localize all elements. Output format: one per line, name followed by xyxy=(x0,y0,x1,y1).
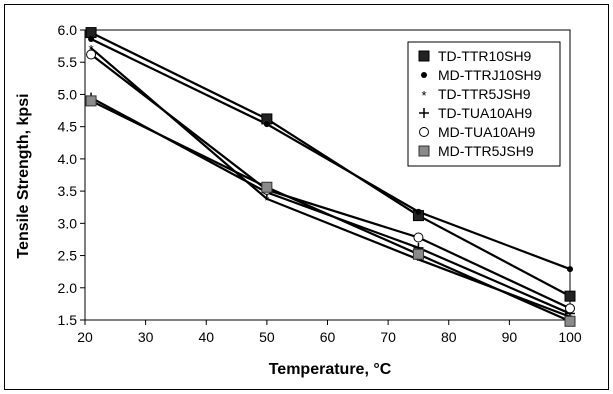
y-tick-label: 1.5 xyxy=(58,312,78,328)
x-tick-label: 40 xyxy=(198,329,214,345)
legend-label: MD-TUA10AH9 xyxy=(438,124,535,140)
data-point-dot xyxy=(88,36,95,43)
data-point-square-black xyxy=(564,290,576,302)
y-tick-label: 3.5 xyxy=(58,183,78,199)
data-point-square-gray xyxy=(85,95,97,107)
legend-box xyxy=(407,41,561,167)
data-point-circle-open xyxy=(413,232,424,243)
x-tick-label: 30 xyxy=(138,329,154,345)
x-tick-label: 90 xyxy=(502,329,518,345)
legend-label: TD-TUA10AH9 xyxy=(438,105,532,121)
data-point-plus xyxy=(419,108,429,118)
x-tick-label: 50 xyxy=(259,329,275,345)
data-point-square-gray xyxy=(412,248,424,260)
y-tick-label: 3.0 xyxy=(58,215,78,231)
x-tick-label: 80 xyxy=(441,329,457,345)
data-point-dot xyxy=(415,208,422,215)
y-tick-label: 5.5 xyxy=(58,54,78,70)
data-point-circle-open xyxy=(419,127,429,137)
legend-label: TD-TTR5JSH9 xyxy=(438,86,531,102)
series-line xyxy=(90,38,571,271)
data-point-square-gray xyxy=(418,145,430,157)
x-tick-label: 20 xyxy=(77,329,93,345)
legend-label: MD-TTRJ10SH9 xyxy=(438,67,542,83)
y-tick-label: 6.0 xyxy=(58,22,78,38)
x-tick-label: 70 xyxy=(380,329,396,345)
y-tick-label: 5.0 xyxy=(58,86,78,102)
data-point-square-black xyxy=(418,50,430,62)
data-point-square-gray xyxy=(261,181,273,193)
data-point-circle-open xyxy=(565,303,575,314)
legend-label: MD-TTR5JSH9 xyxy=(438,143,534,159)
data-point-dot xyxy=(263,121,270,128)
data-point-asterisk: * xyxy=(421,88,426,103)
data-point-asterisk: * xyxy=(264,193,269,208)
data-point-dot xyxy=(567,266,573,273)
series-line xyxy=(90,53,571,310)
x-tick-label: 100 xyxy=(558,329,582,345)
data-point-dot xyxy=(421,72,427,78)
y-tick-label: 2.0 xyxy=(58,280,78,296)
data-point-circle-open xyxy=(86,49,97,60)
y-tick-label: 4.5 xyxy=(58,119,78,135)
data-point-asterisk: * xyxy=(416,253,421,268)
series-line xyxy=(90,99,571,323)
y-tick-label: 2.5 xyxy=(58,248,78,264)
x-axis-title: Temperature, °C xyxy=(269,361,392,378)
legend-label: TD-TTR10SH9 xyxy=(438,48,532,64)
y-axis-title: Tensile Strength, kpsi xyxy=(15,93,32,258)
data-point-square-gray xyxy=(564,315,576,327)
x-tick-label: 60 xyxy=(320,329,336,345)
y-tick-label: 4.0 xyxy=(58,151,78,167)
